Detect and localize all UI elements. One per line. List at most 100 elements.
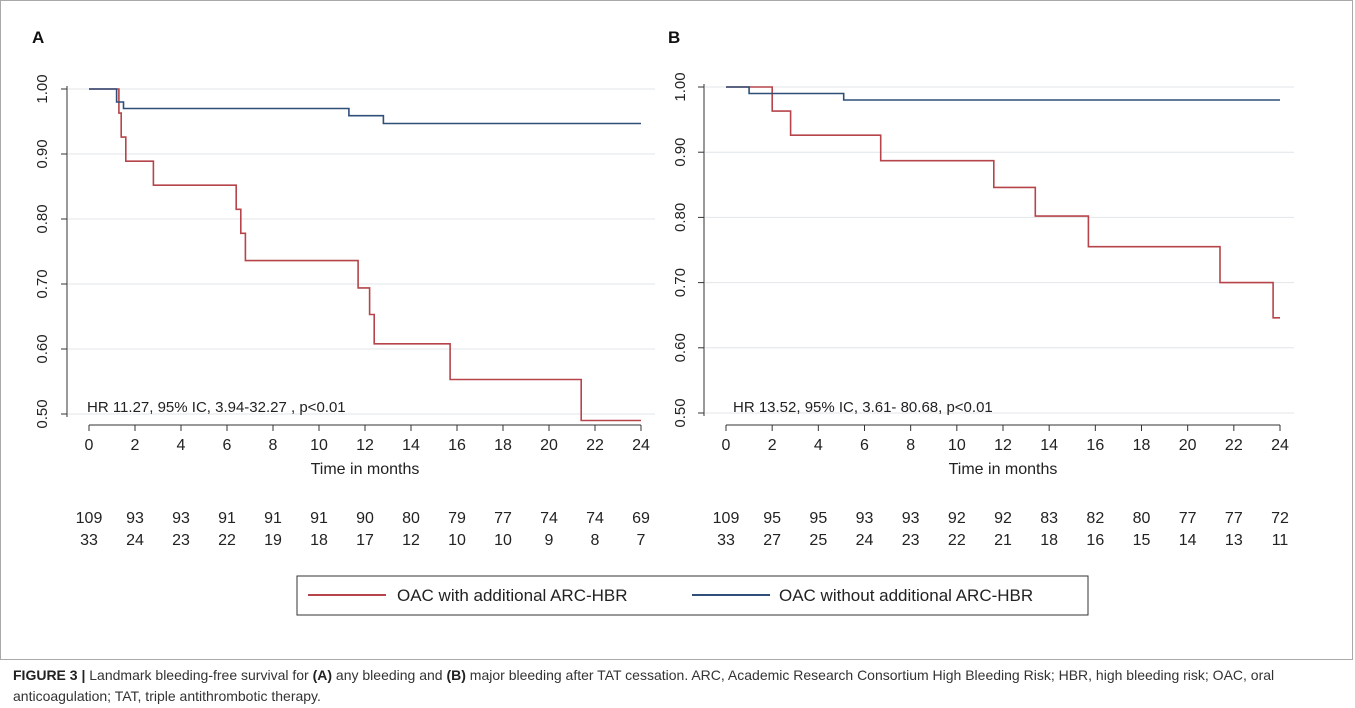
panel-b-x-tick-label: 6: [860, 437, 869, 454]
figure-frame: [0, 0, 1353, 660]
panel-b-risk-count: 14: [1179, 532, 1197, 549]
panel-b-y-tick-label: 0.60: [672, 333, 689, 362]
panel-b-risk-count: 95: [809, 510, 827, 527]
panel-b-x-tick-label: 8: [906, 437, 915, 454]
panel-a-x-tick-label: 6: [223, 437, 232, 454]
panel-a-x-tick-label: 10: [310, 437, 328, 454]
panel-a-risk-count: 93: [126, 510, 144, 527]
panel-b-x-tick-label: 12: [994, 437, 1012, 454]
panel-a-label: A: [32, 28, 44, 47]
panel-b-x-axis-title: Time in months: [949, 461, 1058, 478]
panel-a-risk-count: 91: [264, 510, 282, 527]
panel-a-y-tick-label: 0.80: [34, 204, 51, 233]
panel-b-x-tick-label: 18: [1133, 437, 1151, 454]
panel-b-y-tick-label: 0.50: [672, 398, 689, 427]
panel-a-risk-count: 17: [356, 532, 374, 549]
panel-a-y-tick-label: 0.70: [34, 269, 51, 298]
panel-a-series-without-arc-hbr: [89, 88, 641, 125]
panel-a-x-tick-label: 20: [540, 437, 558, 454]
panel-a-risk-count: 10: [448, 532, 466, 549]
panel-a-x-tick-label: 2: [131, 437, 140, 454]
panel-b-y-tick-label: 1.00: [672, 72, 689, 101]
panel-b-y-tick-label: 0.90: [672, 138, 689, 167]
legend-label-2: OAC without additional ARC-HBR: [779, 586, 1033, 605]
panel-a-risk-count: 33: [80, 532, 98, 549]
panel-b-risk-count: 13: [1225, 532, 1243, 549]
panel-a-risk-count: 74: [540, 510, 558, 527]
panel-a-risk-count: 90: [356, 510, 374, 527]
panel-a-risk-count: 12: [402, 532, 420, 549]
panel-b-risk-count: 18: [1040, 532, 1058, 549]
panel-b-risk-count: 11: [1272, 532, 1289, 549]
panel-b-risk-count: 83: [1040, 510, 1058, 527]
panel-a-x-tick-label: 8: [269, 437, 278, 454]
panel-b-risk-count: 92: [948, 510, 966, 527]
panel-b-risk-count: 22: [948, 532, 966, 549]
panel-a-risk-count: 69: [632, 510, 650, 527]
panel-a-risk-count: 74: [586, 510, 604, 527]
panel-b-x-tick-label: 4: [814, 437, 823, 454]
caption-text-1: Landmark bleeding-free survival for: [85, 667, 313, 683]
panel-a-series-with-arc-hbr: [89, 88, 641, 422]
panel-b-x-tick-label: 24: [1271, 437, 1289, 454]
panel-a-y-tick-label: 0.60: [34, 334, 51, 363]
panel-b-y-tick-label: 0.70: [672, 268, 689, 297]
panel-b-x-tick-label: 16: [1086, 437, 1104, 454]
panel-a-risk-count: 8: [591, 532, 600, 549]
panel-a-hr-annotation: HR 11.27, 95% IC, 3.94-32.27 , p<0.01: [87, 399, 346, 416]
panel-b-risk-count: 77: [1225, 510, 1243, 527]
panel-a-risk-count: 19: [264, 532, 282, 549]
panel-b-x-tick-label: 10: [948, 437, 966, 454]
panel-a-risk-count: 22: [218, 532, 236, 549]
panel-a-risk-count: 7: [637, 532, 646, 549]
panel-a-risk-count: 18: [310, 532, 328, 549]
panel-a-risk-count: 109: [76, 510, 103, 527]
panel-b-label: B: [668, 28, 680, 47]
panel-a-x-tick-label: 22: [586, 437, 604, 454]
panel-a-x-tick-label: 24: [632, 437, 650, 454]
panel-b-risk-count: 23: [902, 532, 920, 549]
panel-b-risk-count: 92: [994, 510, 1012, 527]
panel-b-x-tick-label: 0: [722, 437, 731, 454]
panel-a-risk-count: 10: [494, 532, 512, 549]
panel-a-y-tick-label: 0.50: [34, 399, 51, 428]
panel-a-x-axis-title: Time in months: [311, 461, 420, 478]
panel-b-risk-count: 24: [856, 532, 874, 549]
panel-a-x-tick-label: 12: [356, 437, 374, 454]
caption-figure-label: FIGURE 3 |: [13, 667, 86, 683]
panel-b-y-tick-label: 0.80: [672, 203, 689, 232]
panel-b-x-tick-label: 20: [1179, 437, 1197, 454]
panel-b-risk-count: 93: [902, 510, 920, 527]
panel-b-series-without-arc-hbr: [726, 86, 1280, 101]
panel-a-x-tick-label: 18: [494, 437, 512, 454]
panel-a-risk-count: 79: [448, 510, 466, 527]
caption-text-2: any bleeding and: [332, 667, 447, 683]
panel-a-y-tick-label: 0.90: [34, 139, 51, 168]
panel-b-risk-count: 21: [994, 532, 1012, 549]
panel-b-risk-count: 25: [809, 532, 827, 549]
panel-b-risk-count: 27: [763, 532, 781, 549]
panel-b-risk-count: 80: [1133, 510, 1151, 527]
panel-a-risk-count: 23: [172, 532, 190, 549]
caption-bold-a: (A): [312, 667, 333, 683]
panel-b-risk-count: 93: [856, 510, 874, 527]
panel-a-risk-count: 91: [218, 510, 236, 527]
panel-b-risk-count: 33: [717, 532, 735, 549]
panel-b-risk-count: 77: [1179, 510, 1197, 527]
caption-text-3: major bleeding after TAT cessation. ARC,…: [13, 667, 1275, 704]
panel-b-x-tick-label: 2: [768, 437, 777, 454]
panel-b-risk-count: 16: [1086, 532, 1104, 549]
panel-b-hr-annotation: HR 13.52, 95% IC, 3.61- 80.68, p<0.01: [733, 399, 993, 416]
panel-a-risk-count: 9: [545, 532, 554, 549]
panel-b-risk-count: 15: [1133, 532, 1151, 549]
panel-a-x-tick-label: 0: [85, 437, 94, 454]
panel-b-risk-count: 82: [1086, 510, 1104, 527]
panel-a-risk-count: 77: [494, 510, 512, 527]
panel-a-x-tick-label: 16: [448, 437, 466, 454]
panel-a-y-tick-label: 1.00: [34, 74, 51, 103]
panel-a-risk-count: 24: [126, 532, 144, 549]
caption-bold-b: (B): [446, 667, 466, 683]
panel-b-series-with-arc-hbr: [726, 86, 1280, 319]
panel-a-x-tick-label: 14: [402, 437, 420, 454]
